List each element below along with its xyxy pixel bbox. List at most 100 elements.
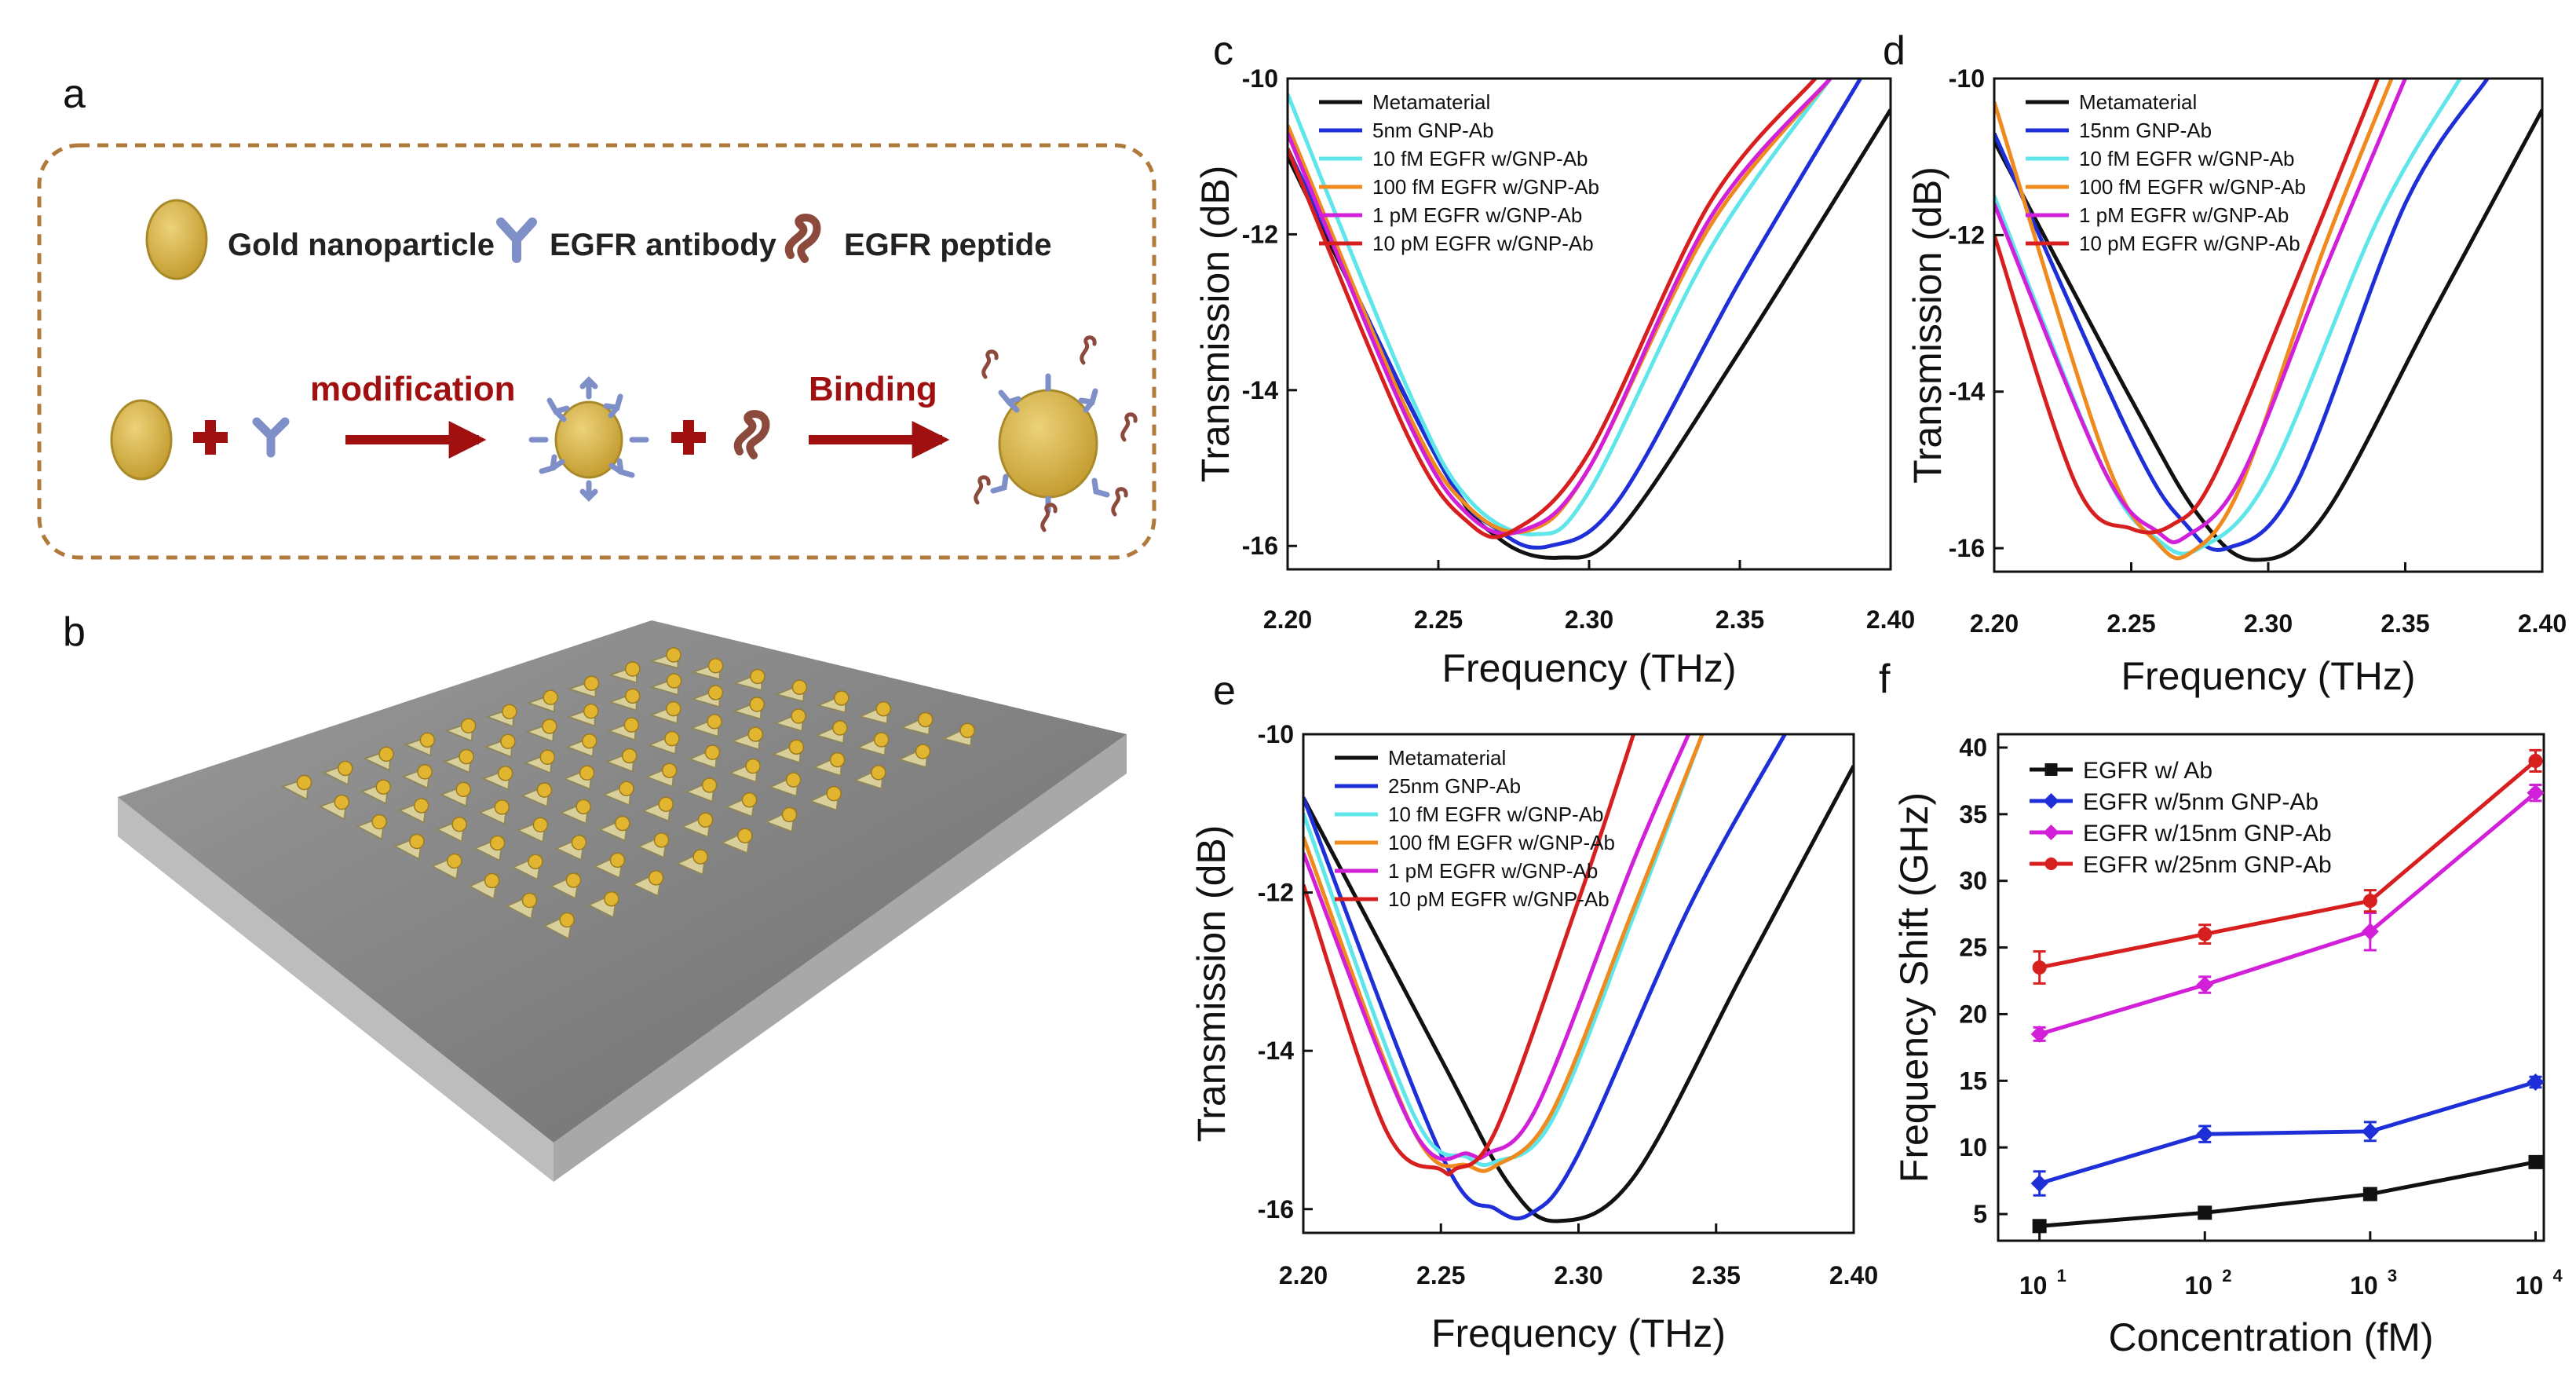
legend-entry: EGFR w/25nm GNP-Ab [2083, 852, 2332, 878]
nanoparticle-dot [502, 704, 517, 719]
y-tick-label: 30 [1959, 867, 1987, 895]
chart-f: 10 1 10 2 10 3 10 4 5 10 15 20 25 30 35 40 Concentration… [1892, 733, 2563, 1359]
nanoparticle-dot [791, 708, 806, 724]
y-axis-label: Frequency Shift (GHz) [1892, 792, 1936, 1183]
y-tick-label: -14 [1242, 376, 1278, 404]
nanoparticle-dot [582, 733, 597, 749]
nanoparticle-dot [625, 661, 641, 677]
y-tick-label: -12 [1258, 879, 1294, 907]
panel-label-e: e [1213, 668, 1236, 714]
legend: EGFR w/ Ab EGFR w/5nm GNP-Ab EGFR w/15nm G… [2030, 758, 2332, 878]
y-tick-label: -10 [1949, 64, 1985, 93]
nanoparticle-dot [749, 697, 765, 712]
nanoparticle-dot [338, 760, 353, 777]
x-tick-exponent: 2 [2222, 1266, 2231, 1285]
nanoparticle-dot [701, 777, 718, 793]
nanoparticle-dot [745, 758, 761, 774]
nanoparticle-dot [451, 816, 467, 832]
y-tick-label: -14 [1949, 378, 1985, 406]
legend-entry: EGFR w/5nm GNP-Ab [2083, 789, 2318, 815]
nanoparticle-dot [959, 722, 975, 738]
nanoparticle-dot [826, 785, 842, 802]
legend-entry: 100 fM EGFR w/GNP-Ab [1372, 175, 1599, 199]
nanoparticle-dot [334, 794, 350, 810]
metamaterial-array [280, 647, 975, 941]
nanoparticle-dot [623, 717, 640, 733]
x-axis-label: Frequency (THz) [2121, 654, 2415, 698]
legend-entry: 25nm GNP-Ab [1388, 774, 1521, 798]
data-point [2528, 1154, 2543, 1169]
nanoparticle-dot [559, 912, 575, 928]
x-tick-exponent: 3 [2388, 1266, 2397, 1285]
nanoparticle-dot [661, 762, 678, 778]
x-tick-label: 2.20 [1263, 605, 1312, 634]
legend-entry: 10 pM EGFR w/GNP-Ab [1372, 232, 1594, 255]
series-line-1 [1303, 765, 1854, 1223]
data-point [2198, 1205, 2212, 1220]
x-tick-label: 2.30 [1565, 605, 1613, 634]
y-tick-label: -12 [1242, 220, 1278, 248]
series-2 [2030, 1073, 2545, 1197]
legend-entry: Metamaterial [2079, 90, 2197, 114]
panel-label-c: c [1213, 28, 1233, 74]
legend-entry: 10 fM EGFR w/GNP-Ab [1388, 803, 1604, 826]
series-line [2038, 1080, 2537, 1186]
x-tick-label: 2.20 [1279, 1261, 1328, 1289]
nanoparticle-dot [915, 744, 931, 759]
series-3 [2030, 784, 2545, 1043]
nanoparticle-dot [532, 817, 549, 833]
nanoparticle-dot [666, 700, 681, 717]
series-line-3 [1303, 734, 1705, 1168]
series-group [1303, 734, 1854, 1223]
data-point [2362, 894, 2377, 909]
legend: Metamaterial 25nm GNP-Ab 10 fM EGFR w/GNP-… [1335, 746, 1615, 911]
panel-label-b: b [63, 609, 86, 655]
panel-b [118, 620, 1127, 1182]
nanoparticle-dot [575, 799, 591, 815]
series-group [1994, 79, 2542, 562]
data-point [2527, 784, 2545, 802]
series-group [1288, 79, 1891, 560]
y-tick-label: 20 [1959, 1000, 1987, 1028]
legend-antibody-label: EGFR antibody [550, 228, 777, 262]
series-line-4 [1994, 79, 2394, 561]
nanoparticle-dot [497, 766, 513, 781]
nanoparticle-dot [707, 685, 724, 700]
chart-d: 2.20 2.25 2.30 2.35 2.40 -10 -12 -14 -16 Frequenc… [1906, 64, 2567, 698]
legend-entry: 10 fM EGFR w/GNP-Ab [1372, 147, 1588, 170]
legend-entry: 1 pM EGFR w/GNP-Ab [2079, 203, 2289, 227]
nanoparticle-dot [747, 726, 763, 742]
series-line-1 [1994, 108, 2542, 562]
reactant-gold-nanoparticle [110, 399, 173, 481]
legend-entry: EGFR w/15nm GNP-Ab [2083, 821, 2332, 847]
nanoparticle-dot [521, 892, 538, 909]
nanoparticle-dot [741, 792, 758, 808]
series-line-6 [1994, 79, 2380, 535]
data-point [2528, 753, 2543, 768]
nanoparticle-dot [542, 719, 557, 734]
nanoparticle-dot [781, 806, 798, 823]
nanoparticle-dot [871, 765, 886, 781]
x-tick-label: 2.40 [1829, 1261, 1878, 1289]
nanoparticle-dot [653, 832, 670, 848]
panel-label-f: f [1879, 656, 1891, 702]
reactant-peptide-icon [733, 410, 770, 459]
legend-entry: 10 pM EGFR w/GNP-Ab [1388, 887, 1610, 911]
legend-entry: EGFR w/ Ab [2083, 758, 2212, 784]
x-tick-label: 2.35 [2381, 609, 2429, 638]
y-tick-label: 40 [1959, 733, 1987, 762]
data-point [2527, 1073, 2545, 1092]
x-axis-label: Concentration (fM) [2108, 1315, 2433, 1359]
x-tick-label: 2.40 [2518, 609, 2567, 638]
nanoparticle-dot [619, 781, 634, 796]
nanoparticle-dot [536, 782, 553, 798]
x-tick-label: 10 [2184, 1271, 2212, 1300]
x-tick-label: 10 [2516, 1271, 2544, 1300]
series-line-6 [1303, 734, 1635, 1177]
nanoparticle-dot [624, 688, 641, 704]
legend-entry: Metamaterial [1372, 90, 1490, 114]
modified-nanoparticle [528, 376, 649, 502]
nanoparticle-dot [834, 690, 850, 706]
y-axis-label: Transmission (dB) [1189, 825, 1233, 1143]
x-tick-label: 2.35 [1716, 605, 1764, 634]
